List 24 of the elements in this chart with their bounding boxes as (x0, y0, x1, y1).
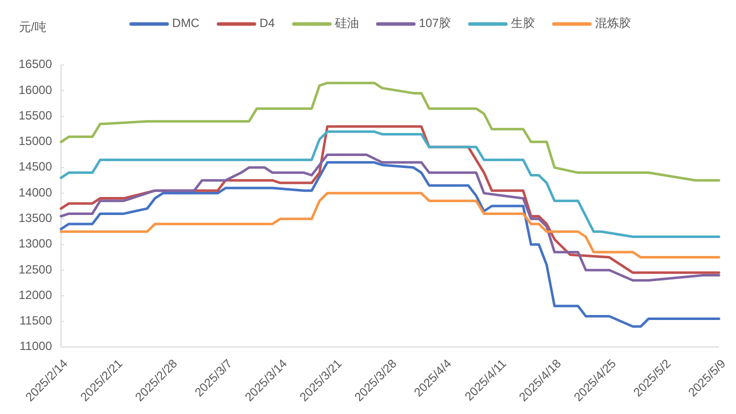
y-tick-label: 16500 (18, 57, 52, 72)
line-series (60, 161, 720, 328)
y-tick-label: 14500 (18, 160, 52, 174)
y-tick-label: 14000 (18, 185, 52, 200)
y-tick-label: 15000 (18, 134, 52, 148)
line-series (60, 82, 720, 182)
y-tick-label: 13500 (18, 210, 52, 225)
y-tick-label: 12000 (18, 288, 52, 302)
line-series (60, 130, 720, 238)
legend-label: 107胶 (418, 16, 451, 30)
legend-label: D4 (259, 16, 276, 30)
y-tick-label: 11000 (20, 339, 52, 354)
legend-label: 混炼胶 (594, 16, 631, 30)
line-series (60, 153, 720, 282)
y-tick-label: 15500 (18, 108, 52, 122)
line-series (60, 192, 720, 259)
legend-label: DMC (172, 16, 200, 30)
y-tick-label: 13000 (18, 236, 52, 251)
y-axis-title: 元/吨 (19, 20, 46, 34)
y-tick-label: 11500 (20, 314, 52, 328)
legend-label: 硅油 (334, 16, 359, 30)
y-tick-label: 12500 (18, 262, 52, 276)
y-tick-label: 16000 (18, 82, 52, 97)
legend-label: 生胶 (510, 16, 535, 30)
